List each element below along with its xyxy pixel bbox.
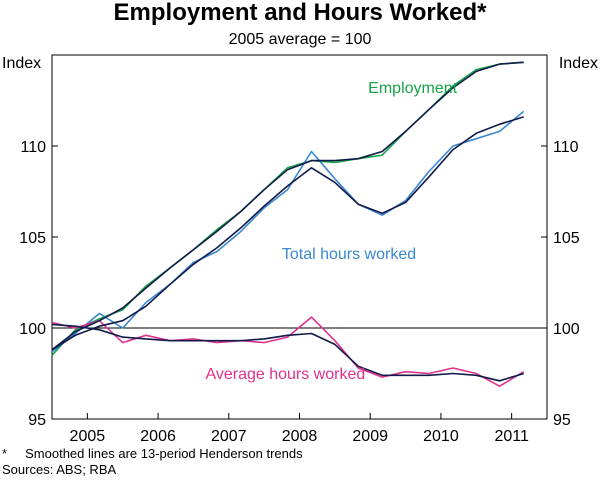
x-tick-label: 2011 [494,428,529,445]
x-tick-label: 2010 [423,428,459,445]
y-tick-label-right: 100 [553,321,580,338]
x-tick-label: 2006 [140,428,176,445]
employment-raw-line [51,61,524,356]
x-tick-label: 2005 [70,428,106,445]
y-tick-label-right: 105 [553,230,580,247]
chart-title: Employment and Hours Worked* [114,0,488,26]
chart-subtitle: 2005 average = 100 [229,31,372,48]
series-group [51,61,525,388]
footnote: * Smoothed lines are 13-period Henderson… [2,446,303,461]
y-tick-label-left: 110 [20,139,46,156]
x-tick-label: 2009 [352,428,388,445]
y-tick-label-left: 100 [19,321,46,338]
y-tick-label-left: 95 [28,412,46,429]
y-tick-label-right: 95 [553,412,571,429]
left-axis-label: Index [2,55,41,72]
sources-note: Sources: ABS; RBA [2,462,116,477]
average_hours-label: Average hours worked [205,366,365,383]
total_hours-trend-line [51,116,524,351]
y-tick-label-right: 110 [553,139,579,156]
average_hours-trend-line [51,323,524,382]
average_hours-raw-line [51,316,525,388]
axis-ticks: 95 95 100 100 105 105 110 110 2005 2006 2007 2008 20… [19,139,580,445]
total_hours-raw-line [51,110,525,353]
y-tick-label-left: 105 [19,230,46,247]
plot-frame [51,54,548,420]
x-tick-label: 2008 [282,428,318,445]
x-tick-label: 2007 [211,428,247,445]
employment-trend-line [51,61,524,351]
total_hours-label: Total hours worked [282,246,416,263]
series-labels: Employment Total hours worked Average hour… [205,80,457,383]
employment-label: Employment [368,80,457,97]
right-axis-label: Index [559,55,598,72]
